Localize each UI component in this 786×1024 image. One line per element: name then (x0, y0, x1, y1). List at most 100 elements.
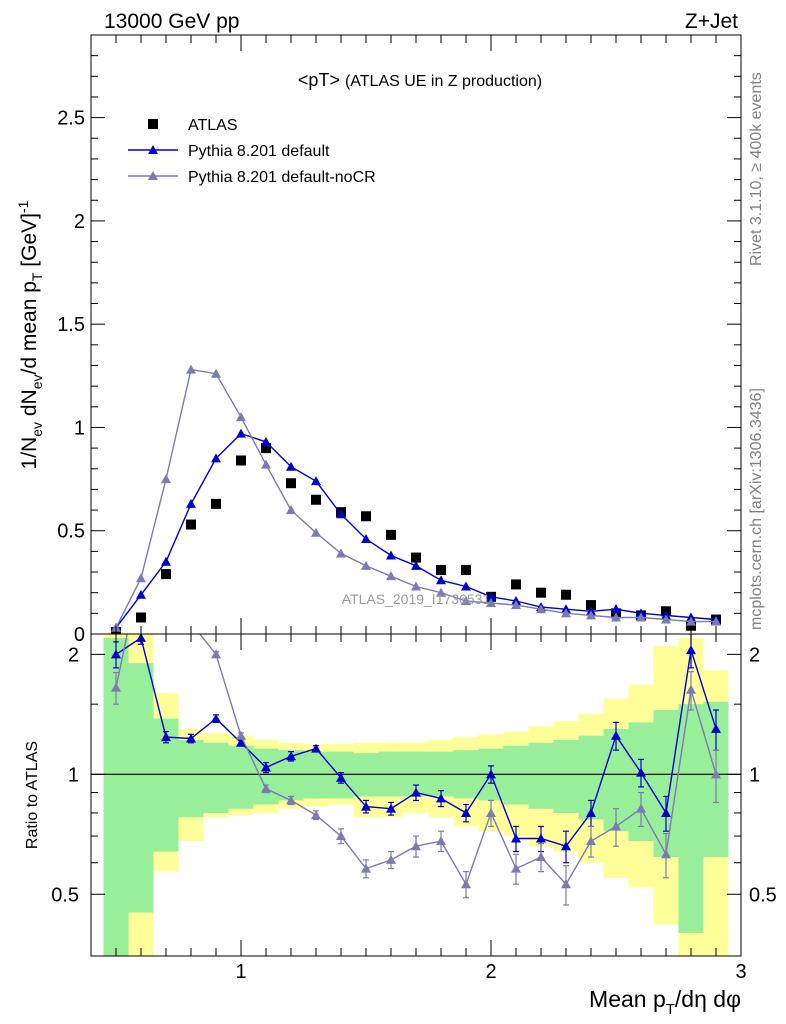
legend-marker-2 (148, 171, 158, 180)
series-2-point-15 (486, 598, 496, 608)
legend-label-2: Pythia 8.201 default-noCR (188, 169, 376, 186)
ratio-series-1-point-3 (186, 618, 196, 627)
ratio-series-1-point-15 (486, 807, 496, 817)
atlas-point-8 (311, 494, 321, 505)
ratio-series-1-point-8 (311, 810, 321, 820)
ratio-series-0-point-17 (536, 833, 546, 843)
legend-marker-1 (148, 145, 158, 154)
rivet-version-label: Rivet 3.1.10, ≥ 400k events (748, 72, 765, 266)
ratio-series-1-point-18 (561, 879, 571, 889)
ratio-series-1-point-24 (711, 769, 721, 779)
series-2-point-1 (136, 573, 146, 583)
series-1-point-20 (611, 604, 621, 614)
series-1-point-4 (211, 453, 221, 463)
ratio-series-1-point-22 (661, 849, 671, 859)
main-series-group (111, 364, 721, 634)
atlas-point-5 (236, 455, 246, 466)
ratio-series-1-point-2 (161, 604, 171, 613)
atlas-point-18 (561, 589, 571, 600)
inner-band-bin-17 (528, 742, 554, 809)
ratio-series-1-point-16 (511, 863, 521, 873)
main-y-axis-label: 1/Nev dNev/d mean pT [GeV]-1 (15, 200, 45, 469)
ratio-axis-ticks: 0.5 0.5 1 1 2 2 1 2 3 (51, 634, 777, 983)
atlas-point-11 (386, 529, 396, 540)
x-tick-label-2: 3 (735, 961, 746, 983)
series-1-point-5 (236, 428, 246, 438)
main-panel: 0 0.5 1 1.5 2 2.5 <pT> (ATLAS UE in Z product… (15, 34, 742, 646)
ratio-series-0-point-9 (336, 772, 346, 782)
series-2-point-13 (436, 587, 446, 597)
atlas-point-3 (186, 519, 196, 530)
ratio-series-0-point-4 (211, 713, 221, 723)
ratio-series-0-point-15 (486, 769, 496, 779)
ratio-y-axis-label: Ratio to ATLAS (24, 741, 41, 849)
series-2-point-11 (386, 571, 396, 581)
series-2-point-17 (536, 604, 546, 614)
inner-band-bin-18 (553, 739, 579, 813)
ratio-series-1-point-4 (211, 649, 221, 659)
atlas-point-13 (436, 564, 446, 575)
atlas-point-19 (586, 600, 596, 611)
series-1-point-10 (361, 533, 371, 543)
atlas-point-1 (136, 612, 146, 623)
atlas-point-10 (361, 511, 371, 522)
series-2-point-7 (286, 505, 296, 515)
main-plot-data (111, 364, 721, 634)
ratio-series-1-point-20 (611, 821, 621, 831)
inner-band-bin-3 (178, 739, 204, 818)
ratio-ytick-label-2: 2 (68, 644, 79, 666)
ratio-series-1-point-11 (386, 854, 396, 864)
ratio-ytick-label-0: 0.5 (51, 884, 79, 906)
analysis-watermark: ATLAS_2019_I1736531 (342, 591, 491, 607)
ratio-series-0-point-0 (111, 649, 121, 659)
ratio-series-0-point-13 (436, 793, 446, 803)
ratio-series-0-point-5 (236, 737, 246, 747)
ratio-series-0-point-8 (311, 743, 321, 753)
ratio-series-0-point-22 (661, 807, 671, 817)
ratio-series-0-point-10 (361, 801, 371, 811)
atlas-point-23 (686, 620, 696, 631)
ratio-series-0-point-19 (586, 807, 596, 817)
inner-band-bin-16 (503, 745, 529, 805)
inner-band-bin-6 (253, 748, 279, 805)
ratio-series-1-point-12 (411, 841, 421, 851)
atlas-point-4 (211, 498, 221, 509)
ratio-series-1-point-23 (686, 684, 696, 694)
series-2-point-19 (586, 610, 596, 620)
mcplots-credit-label: mcplots.cern.ch [arXiv:1306.3436] (748, 388, 765, 630)
series-2-point-5 (236, 412, 246, 422)
series-2-point-4 (211, 368, 221, 378)
main-plot-title: <pT> (ATLAS UE in Z production) (298, 70, 542, 90)
x-tick-label-1: 2 (485, 961, 496, 983)
series-2-point-8 (311, 527, 321, 537)
inner-band-bin-1 (128, 663, 154, 913)
ratio-ytick-label-right-1: 1 (749, 764, 760, 786)
ratio-series-1-point-10 (361, 863, 371, 873)
ratio-series-0-point-6 (261, 762, 271, 772)
main-ytick-label-4: 2 (74, 211, 85, 233)
atlas-point-12 (411, 552, 421, 563)
ratio-series-0-point-20 (611, 730, 621, 740)
ratio-series-0-point-14 (461, 807, 471, 817)
series-1-point-8 (311, 476, 321, 486)
series-2-point-3 (186, 364, 196, 374)
inner-band-bin-23 (678, 704, 704, 933)
series-1-point-12 (411, 560, 421, 570)
ratio-series-1-point-7 (286, 795, 296, 805)
ratio-series-1-point-14 (461, 879, 471, 889)
main-ytick-label-5: 2.5 (57, 108, 85, 130)
ratio-series-1-point-0 (111, 682, 121, 692)
inner-band-bin-8 (303, 751, 329, 799)
series-2-point-9 (336, 548, 346, 558)
energy-label: 13000 GeV pp (104, 10, 239, 33)
series-1-point-1 (136, 589, 146, 599)
ratio-series-1-point-21 (636, 803, 646, 813)
ratio-series-group (91, 604, 741, 956)
main-ytick-label-0: 0 (74, 624, 85, 646)
inner-band-bin-5 (228, 745, 254, 809)
main-ytick-label-3: 1.5 (57, 314, 85, 336)
process-label: Z+Jet (685, 10, 738, 33)
ratio-series-0-point-7 (286, 751, 296, 761)
series-2-point-20 (611, 612, 621, 622)
